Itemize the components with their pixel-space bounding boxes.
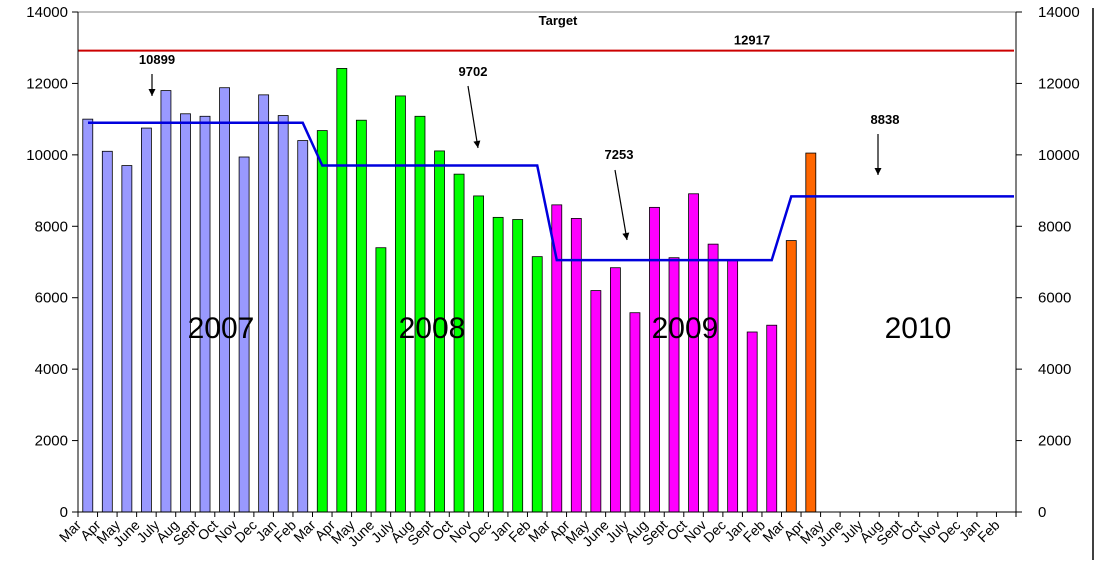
bar xyxy=(591,291,601,512)
bar xyxy=(630,313,640,512)
arrow-head xyxy=(149,89,156,96)
y-tick-label-right: 10000 xyxy=(1038,147,1080,164)
year-label: 2010 xyxy=(885,312,952,345)
y-tick-label-left: 10000 xyxy=(26,147,68,164)
y-tick-label-left: 4000 xyxy=(35,361,68,378)
bar xyxy=(317,131,327,512)
bar xyxy=(513,220,523,513)
arrow-shaft xyxy=(468,86,478,148)
y-tick-label-right: 12000 xyxy=(1038,75,1080,92)
chart-title: Target xyxy=(539,13,578,28)
average-value-label: 9702 xyxy=(459,64,488,79)
bar xyxy=(83,119,93,512)
arrow-head xyxy=(875,168,882,175)
lines xyxy=(78,51,1014,260)
arrow-head xyxy=(622,233,629,240)
y-tick-label-right: 2000 xyxy=(1038,433,1071,450)
bar xyxy=(474,196,484,512)
bar xyxy=(689,194,699,512)
bar xyxy=(376,248,386,512)
bar xyxy=(356,120,366,512)
y-tick-label-right: 6000 xyxy=(1038,290,1071,307)
target-value-label: 12917 xyxy=(734,33,770,48)
year-label: 2009 xyxy=(652,312,719,345)
bar xyxy=(747,332,757,512)
bars xyxy=(83,68,816,512)
bar xyxy=(122,166,132,512)
y-tick-label-left: 2000 xyxy=(35,433,68,450)
y-tick-label-right: 0 xyxy=(1038,504,1046,521)
bar xyxy=(259,95,269,512)
plot-area xyxy=(78,12,1016,512)
bar xyxy=(767,325,777,512)
y-tick-label-left: 12000 xyxy=(26,75,68,92)
y-tick-label-left: 8000 xyxy=(35,218,68,235)
y-tick-label-left: 6000 xyxy=(35,290,68,307)
y-tick-label-right: 14000 xyxy=(1038,4,1080,21)
y-tick-label-left: 0 xyxy=(60,504,68,521)
year-label: 2007 xyxy=(188,312,255,345)
arrow-head xyxy=(473,141,480,148)
average-value-label: 10899 xyxy=(139,52,175,67)
bar xyxy=(649,207,659,512)
bar xyxy=(806,153,816,512)
bar xyxy=(161,91,171,512)
bar xyxy=(610,268,620,512)
bar xyxy=(552,205,562,512)
arrow-shaft xyxy=(615,170,627,240)
plot-frame xyxy=(78,8,1093,560)
bar xyxy=(102,151,112,512)
average-value-label: 8838 xyxy=(871,112,900,127)
y-tick-label-left: 14000 xyxy=(26,4,68,21)
bar xyxy=(278,116,288,512)
bar xyxy=(786,241,796,512)
y-tick-label-right: 4000 xyxy=(1038,361,1071,378)
bar xyxy=(220,88,230,512)
bar xyxy=(571,218,581,512)
bar xyxy=(298,141,308,512)
average-value-label: 7253 xyxy=(605,147,634,162)
bar xyxy=(493,217,503,512)
bar xyxy=(141,128,151,512)
y-tick-label-right: 8000 xyxy=(1038,218,1071,235)
bar xyxy=(532,257,542,512)
year-label: 2008 xyxy=(399,312,466,345)
bar xyxy=(728,260,738,513)
x-tick-label: Feb xyxy=(974,517,1003,546)
bar xyxy=(395,96,405,512)
bar xyxy=(669,258,679,512)
bar xyxy=(337,68,347,512)
bar xyxy=(708,244,718,512)
